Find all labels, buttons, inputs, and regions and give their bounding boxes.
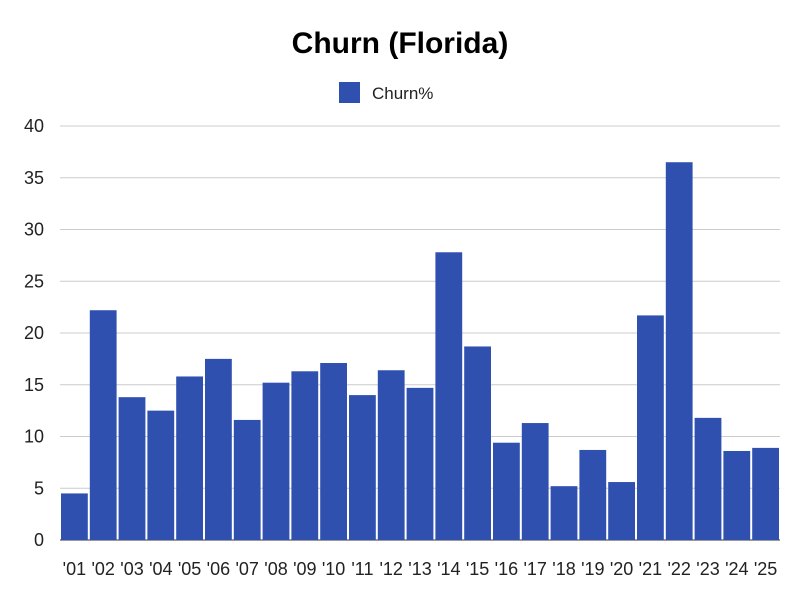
x-tick-label: '07 <box>235 559 258 579</box>
bar-05 <box>176 376 203 540</box>
bar-12 <box>377 370 405 540</box>
x-tick-label: '17 <box>523 559 546 579</box>
bar-01 <box>61 493 88 540</box>
x-axis-ticks: '01'02 '03 '04 '05 '06'07 '08 '09 '10 '11 '12 '13 '… <box>63 559 778 579</box>
bar-19 <box>579 449 607 540</box>
legend-swatch <box>339 82 360 103</box>
bar-07 <box>233 419 261 540</box>
chart-title: Churn (Florida) <box>292 27 509 60</box>
x-tick-label: '16 <box>495 559 518 579</box>
y-tick-label: 40 <box>24 116 44 136</box>
x-tick-label: '11 <box>351 559 373 579</box>
bar-22 <box>665 162 693 540</box>
bar-16 <box>493 442 520 540</box>
bar-04 <box>147 410 175 540</box>
x-tick-label: '09 <box>293 559 316 579</box>
bar-23 <box>694 417 722 540</box>
bar-14 <box>435 252 463 540</box>
y-tick-label: 35 <box>24 168 44 188</box>
y-tick-label: 25 <box>24 271 44 291</box>
x-tick-label: '12 <box>379 559 402 579</box>
bar-15 <box>464 346 491 540</box>
bar-11 <box>349 395 376 540</box>
y-tick-label: 10 <box>24 427 44 447</box>
x-tick-label: '04 <box>149 559 172 579</box>
legend: Churn% <box>339 82 433 103</box>
y-tick-label: 20 <box>24 323 44 343</box>
bar-08 <box>262 382 290 540</box>
bars <box>61 162 779 540</box>
x-tick-label: '22 <box>667 559 690 579</box>
bar-20 <box>608 482 635 540</box>
x-tick-label: '03 <box>120 559 143 579</box>
x-tick-label: '20 <box>610 559 633 579</box>
x-tick-label: '06 <box>207 559 230 579</box>
x-tick-label: '14 <box>437 559 460 579</box>
y-tick-label: 15 <box>24 375 44 395</box>
bar-13 <box>406 387 434 540</box>
bar-02 <box>89 310 117 540</box>
y-axis-ticks: 0 5 10 15 20 25 30 35 40 <box>24 116 44 550</box>
x-tick-label: '18 <box>552 559 575 579</box>
legend-label: Churn% <box>372 84 433 103</box>
bar-21 <box>637 315 664 540</box>
x-tick-label: '24 <box>725 559 748 579</box>
bar-24 <box>723 450 751 540</box>
x-tick-label: '19 <box>581 559 604 579</box>
bar-10 <box>320 363 347 540</box>
x-tick-label: '23 <box>696 559 719 579</box>
y-tick-label: 5 <box>34 478 44 498</box>
x-tick-label: '13 <box>408 559 431 579</box>
bar-25 <box>752 447 779 540</box>
y-tick-label: 30 <box>24 220 44 240</box>
x-tick-label: '21 <box>639 559 662 579</box>
x-tick-label: '15 <box>466 559 489 579</box>
bar-06 <box>205 358 232 540</box>
x-tick-label: '10 <box>322 559 345 579</box>
bar-03 <box>118 397 146 540</box>
bar-18 <box>550 486 578 540</box>
x-tick-label: '02 <box>91 559 114 579</box>
x-tick-label: '08 <box>264 559 287 579</box>
bar-17 <box>521 423 549 540</box>
x-tick-label: '05 <box>178 559 201 579</box>
x-tick-label: '25 <box>754 559 777 579</box>
y-tick-label: 0 <box>34 530 44 550</box>
bar-09 <box>291 371 319 540</box>
x-tick-label: '01 <box>63 559 86 579</box>
